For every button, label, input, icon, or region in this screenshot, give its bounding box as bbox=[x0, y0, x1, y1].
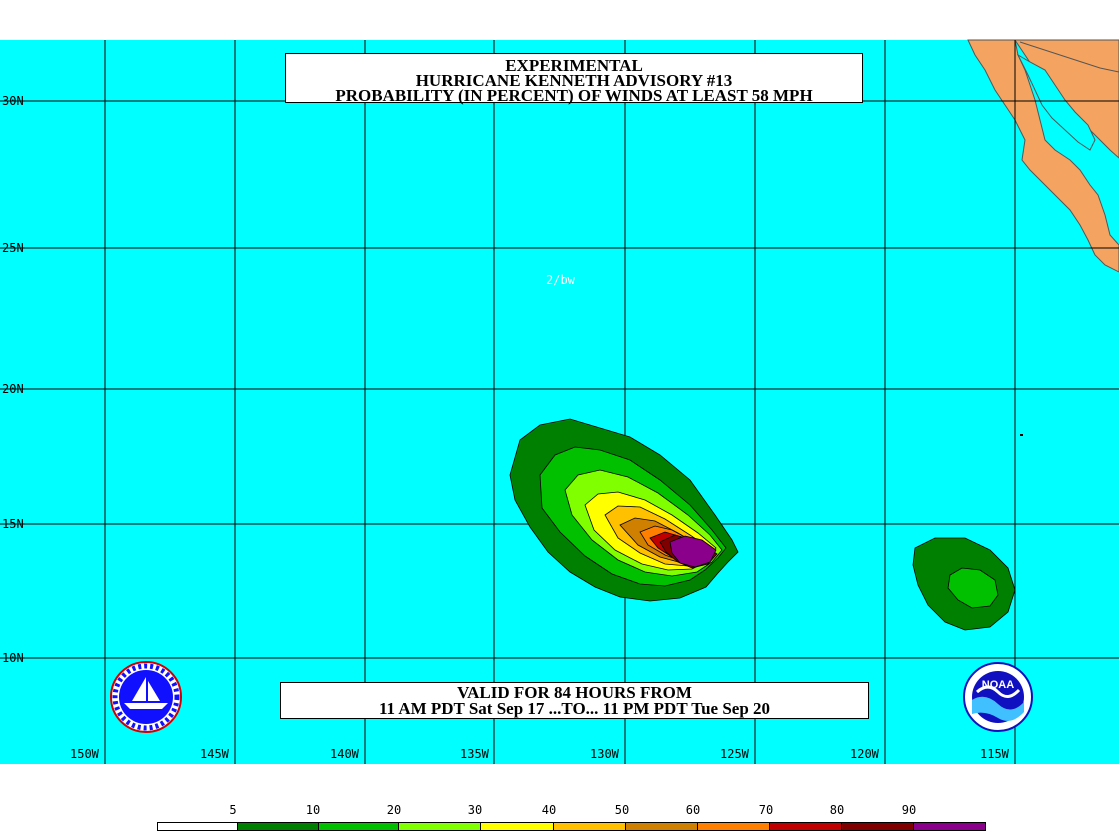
legend-swatch bbox=[697, 822, 770, 831]
kenneth-probability-contours bbox=[509, 418, 739, 602]
legend-swatch bbox=[625, 822, 698, 831]
legend-swatch bbox=[553, 822, 626, 831]
valid-time-box: VALID FOR 84 HOURS FROM 11 AM PDT Sat Se… bbox=[280, 682, 869, 719]
baja-california bbox=[967, 39, 1119, 273]
legend-label-50: 50 bbox=[614, 803, 630, 817]
noaa-logo-text: NOAA bbox=[982, 679, 1014, 691]
legend-swatch bbox=[318, 822, 399, 831]
legend-label-10: 10 bbox=[305, 803, 321, 817]
legend-label-70: 70 bbox=[758, 803, 774, 817]
legend-label-60: 60 bbox=[685, 803, 701, 817]
state-border bbox=[1019, 41, 1119, 73]
lon-label-145w: 145W bbox=[200, 747, 229, 761]
lon-label-135w: 135W bbox=[460, 747, 489, 761]
graticule bbox=[0, 40, 1119, 764]
legend-label-20: 20 bbox=[386, 803, 402, 817]
lon-label-140w: 140W bbox=[330, 747, 359, 761]
legend-label-80: 80 bbox=[829, 803, 845, 817]
legend-swatch bbox=[398, 822, 481, 831]
legend-label-40: 40 bbox=[541, 803, 557, 817]
legend-swatch bbox=[237, 822, 319, 831]
lon-label-115w: 115W bbox=[980, 747, 1009, 761]
lon-label-125w: 125W bbox=[720, 747, 749, 761]
lat-label-10n: 10N bbox=[2, 651, 24, 665]
legend-label-30: 30 bbox=[467, 803, 483, 817]
lat-label-15n: 15N bbox=[2, 517, 24, 531]
lat-label-20n: 20N bbox=[2, 382, 24, 396]
title-line-1: EXPERIMENTAL bbox=[505, 56, 643, 75]
legend-label-5: 5 bbox=[229, 803, 237, 817]
secondary-probability-area bbox=[912, 537, 1016, 631]
island-dot bbox=[1020, 434, 1023, 436]
lon-label-120w: 120W bbox=[850, 747, 879, 761]
lon-label-130w: 130W bbox=[590, 747, 619, 761]
noaa-logo-icon: NOAA bbox=[963, 662, 1033, 732]
nws-logo-icon bbox=[110, 661, 182, 733]
legend-swatch bbox=[157, 822, 238, 831]
lon-label-150w: 150W bbox=[70, 747, 99, 761]
title-box: EXPERIMENTAL HURRICANE KENNETH ADVISORY … bbox=[285, 53, 863, 105]
ocean bbox=[0, 40, 1119, 764]
valid-line-1: VALID FOR 84 HOURS FROM bbox=[457, 683, 692, 702]
contour-90 bbox=[669, 535, 717, 568]
analyst-initials: 2/bw bbox=[546, 273, 575, 287]
lat-label-30n: 30N bbox=[2, 94, 24, 108]
title-line-3: PROBABILITY (IN PERCENT) OF WINDS AT LEA… bbox=[335, 86, 813, 105]
gulf-of-california bbox=[1016, 53, 1096, 151]
legend-label-90: 90 bbox=[901, 803, 917, 817]
title-line-2: HURRICANE KENNETH ADVISORY #13 bbox=[415, 71, 733, 90]
secondary-contour-10 bbox=[947, 567, 999, 609]
legend-swatch bbox=[480, 822, 554, 831]
legend-swatch bbox=[913, 822, 986, 831]
legend-swatch bbox=[769, 822, 842, 831]
lat-label-25n: 25N bbox=[2, 241, 24, 255]
legend-swatch bbox=[841, 822, 914, 831]
valid-line-2: 11 AM PDT Sat Sep 17 ...TO... 11 PM PDT … bbox=[378, 699, 771, 718]
